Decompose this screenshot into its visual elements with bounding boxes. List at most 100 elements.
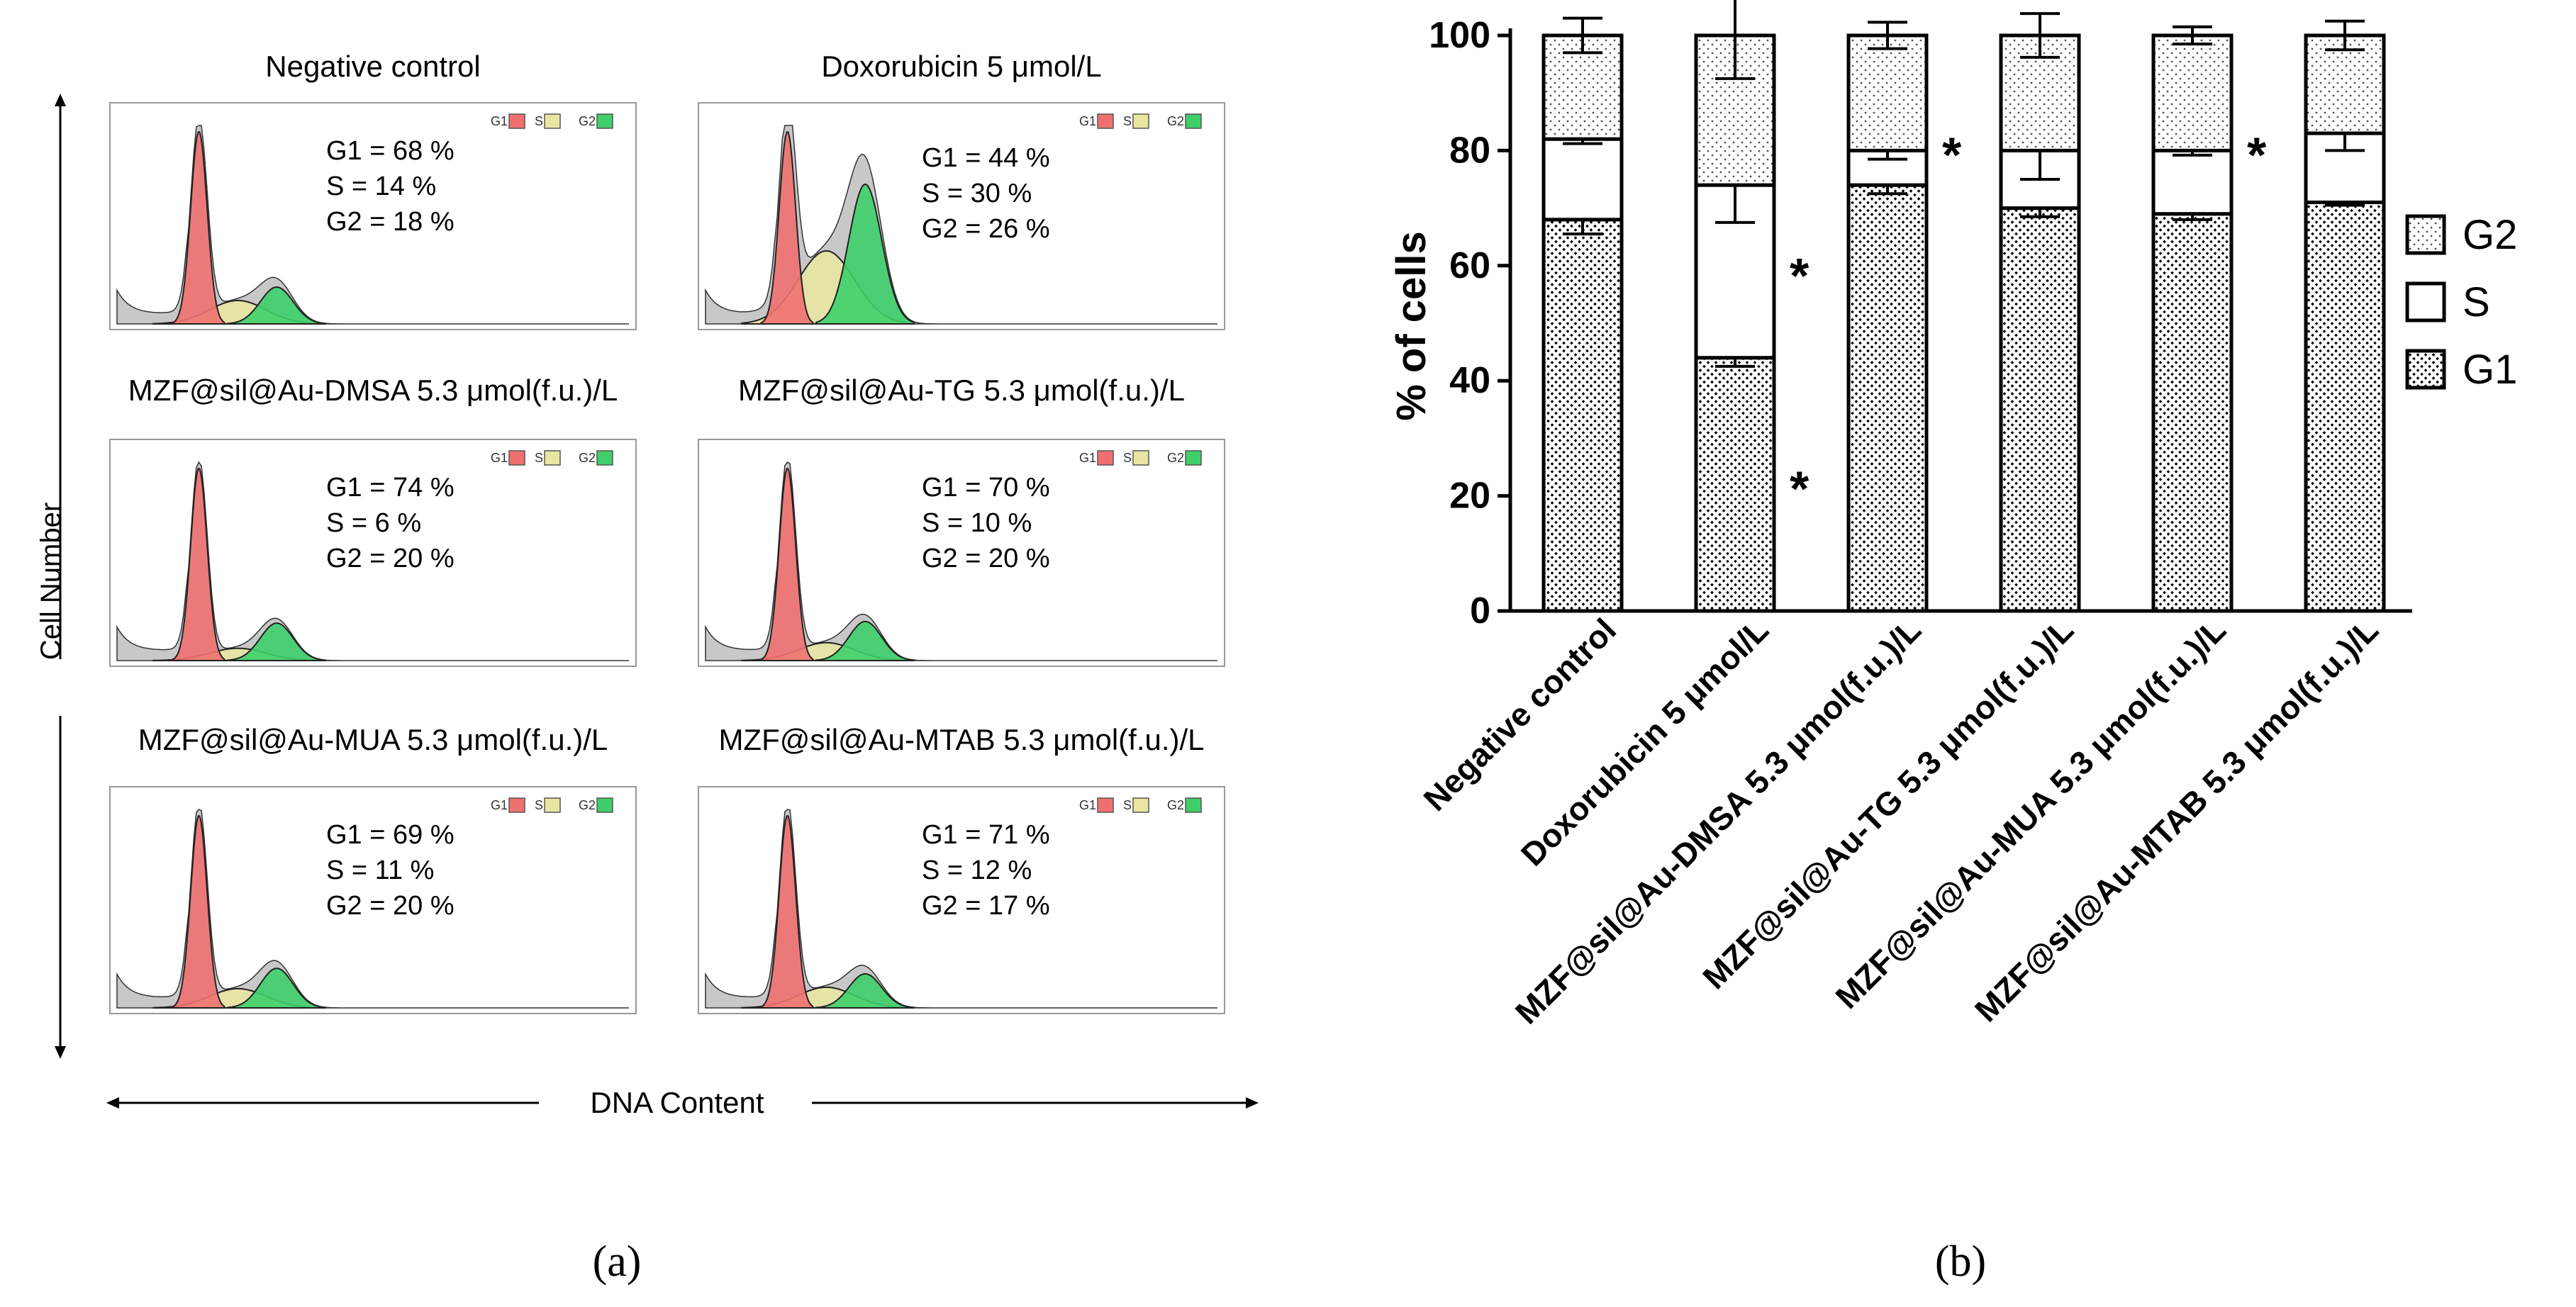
legend-swatch <box>508 797 525 813</box>
g1-peak <box>172 468 227 661</box>
dna-content-axis: DNA Content <box>106 1086 1259 1119</box>
raw-histogram <box>116 461 629 661</box>
legend-swatch <box>544 113 561 129</box>
raw-histogram <box>116 125 629 325</box>
histogram-title: MZF@sil@Au-TG 5.3 μmol(f.u.)/L <box>738 374 1185 407</box>
legend-swatch <box>1132 450 1149 466</box>
g2-peak <box>815 183 916 325</box>
y-tick-label: 40 <box>1449 360 1490 401</box>
g2-peak <box>815 973 915 1009</box>
histogram-panel: MZF@sil@Au-MTAB 5.3 μmol(f.u.)/L G1 S G2 G1 … <box>698 723 1225 1014</box>
bar-g1 <box>1999 206 2081 613</box>
x-category-label: Doxorubicin 5 μmol/L <box>1514 611 1775 873</box>
legend-swatch <box>1185 113 1202 129</box>
legend-label: G2 <box>1167 798 1184 812</box>
caption-a: (a) <box>593 1238 642 1286</box>
histogram-title: MZF@sil@Au-DMSA 5.3 μmol(f.u.)/L <box>128 374 618 407</box>
legend-swatch <box>544 797 561 813</box>
y-tick-label: 0 <box>1470 590 1490 632</box>
phase-percentage: G2 = 26 % <box>922 214 1050 244</box>
legend-label: G1 <box>1079 114 1096 128</box>
phase-percentage: S = 12 % <box>922 856 1032 885</box>
legend-label: G2 <box>579 114 596 128</box>
y-tick-label: 60 <box>1449 245 1490 286</box>
legend-label: S <box>535 798 543 812</box>
legend-label: G2 <box>2463 212 2517 258</box>
legend-swatch <box>1132 797 1149 813</box>
raw-histogram <box>705 809 1217 1009</box>
legend-swatch <box>1097 450 1114 466</box>
legend-label: S <box>1123 451 1132 465</box>
legend-label: G2 <box>579 451 596 465</box>
histogram-title: Doxorubicin 5 μmol/L <box>821 50 1101 83</box>
histogram-panel: Doxorubicin 5 μmol/L G1 S G2 G1 = 44 % S = 30… <box>698 50 1225 330</box>
raw-histogram <box>116 809 629 1009</box>
histogram-panel: MZF@sil@Au-DMSA 5.3 μmol(f.u.)/L G1 S G2 G1 … <box>109 374 637 667</box>
bar-g2 <box>1846 33 1929 152</box>
bar-s <box>1541 137 1624 222</box>
histogram-title: Negative control <box>265 50 481 83</box>
significance-marker: * <box>1942 127 1962 182</box>
phase-percentage: G2 = 20 % <box>326 544 455 573</box>
significance-marker: * <box>1790 461 1810 516</box>
legend-label: G2 <box>1167 114 1184 128</box>
legend-swatch <box>1132 113 1149 129</box>
legend-swatch <box>596 797 613 813</box>
bar-s <box>2151 148 2234 216</box>
legend-swatch <box>1097 113 1114 129</box>
legend-label: S <box>535 114 543 128</box>
legend-label: G2 <box>579 798 596 812</box>
g1-peak <box>760 815 815 1009</box>
legend-label: G1 <box>491 451 508 465</box>
phase-percentage: S = 6 % <box>326 508 421 538</box>
histogram-panel: MZF@sil@Au-MUA 5.3 μmol(f.u.)/L G1 S G2 G1 =… <box>109 723 637 1014</box>
raw-histogram <box>705 461 1217 661</box>
g2-peak <box>227 622 327 661</box>
phase-percentage: G2 = 20 % <box>326 891 455 921</box>
bar-g1 <box>2304 200 2386 613</box>
legend-label: S <box>1123 114 1132 128</box>
histogram-title: MZF@sil@Au-MTAB 5.3 μmol(f.u.)/L <box>718 723 1204 756</box>
phase-percentage: G1 = 44 % <box>922 143 1050 173</box>
legend-label: S <box>2463 279 2490 325</box>
legend-swatch <box>596 113 613 129</box>
legend-swatch <box>596 450 613 466</box>
legend-label: G1 <box>1079 798 1096 812</box>
panel-a: Negative control G1 S G2 G1 = 68 % S = 14 % G2… <box>109 50 1225 1014</box>
phase-percentage: G2 = 17 % <box>922 891 1050 921</box>
legend-label: G1 <box>491 798 508 812</box>
phase-percentage: G1 = 71 % <box>922 820 1050 850</box>
cell-number-axis: Cell Number <box>35 94 67 1059</box>
g2-peak <box>815 620 915 661</box>
phase-percentage: G1 = 69 % <box>326 820 455 850</box>
bar-g1 <box>1694 356 1776 613</box>
bar-g1 <box>1541 218 1624 613</box>
bar-g2 <box>2151 33 2234 152</box>
legend-swatch <box>508 113 525 129</box>
legend-swatch <box>1185 797 1202 813</box>
phase-percentage: S = 10 % <box>922 508 1032 538</box>
significance-marker: * <box>1790 248 1810 303</box>
legend-label: G1 <box>491 114 508 128</box>
g1-peak <box>172 815 227 1009</box>
legend-label: G2 <box>1167 451 1184 465</box>
bar-g1 <box>2151 212 2234 613</box>
phase-percentage: S = 11 % <box>326 856 434 885</box>
legend-swatch-g1 <box>2405 349 2446 390</box>
phase-percentage: S = 30 % <box>922 179 1032 208</box>
g1-peak <box>760 468 815 661</box>
legend-label: S <box>535 451 543 465</box>
significance-marker: * <box>2247 127 2267 182</box>
histogram-panel: Negative control G1 S G2 G1 = 68 % S = 14 % G2… <box>109 50 637 330</box>
y-tick-label: 100 <box>1429 15 1490 56</box>
legend-swatch <box>508 450 525 466</box>
legend-label: G1 <box>2463 347 2517 393</box>
phase-percentage: G1 = 70 % <box>922 473 1050 503</box>
y-tick-label: 20 <box>1449 476 1490 517</box>
dna-content-label: DNA Content <box>590 1086 764 1119</box>
legend-swatch <box>1185 450 1202 466</box>
y-tick-label: 80 <box>1449 130 1490 171</box>
g1-peak <box>172 131 227 325</box>
